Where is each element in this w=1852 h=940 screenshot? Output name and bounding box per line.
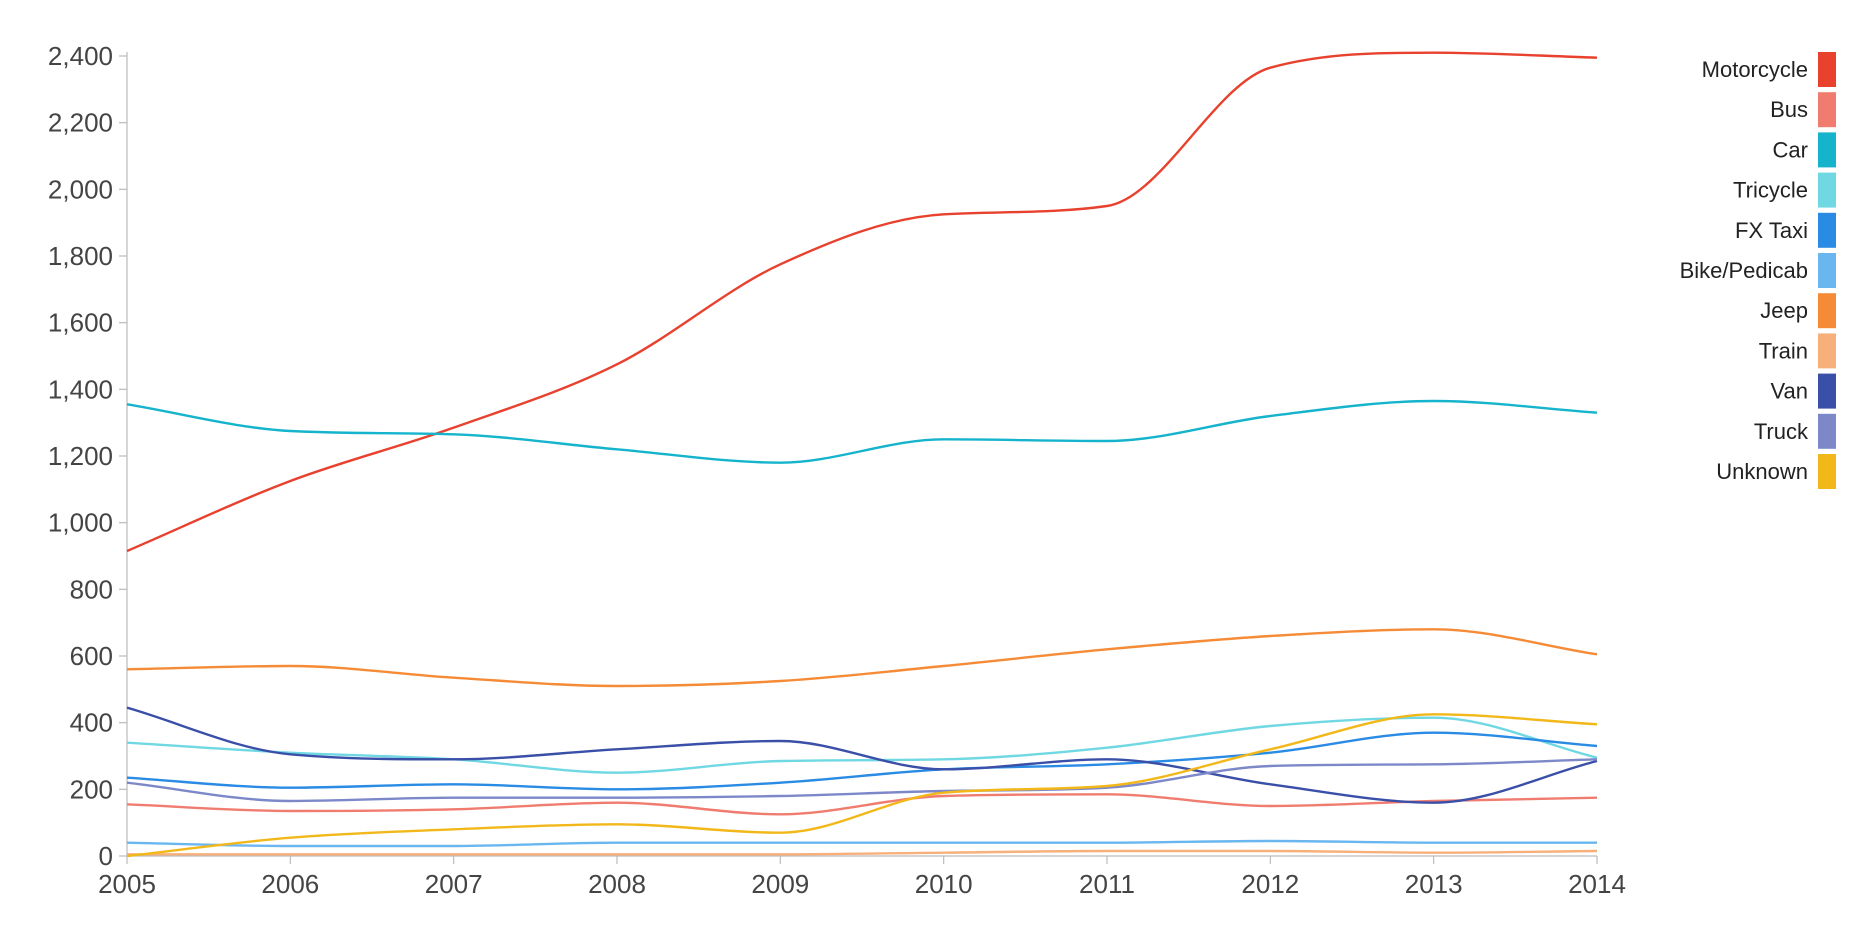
legend-swatch <box>1818 172 1836 208</box>
legend-label: Motorcycle <box>1702 57 1808 82</box>
legend-label: Truck <box>1754 419 1809 444</box>
legend-label: Van <box>1770 379 1808 404</box>
y-tick-label: 2,000 <box>48 174 113 204</box>
x-tick-label: 2009 <box>751 869 809 899</box>
y-tick-label: 400 <box>70 708 113 738</box>
legend: Motorcycle Bus Car Tricycle FX Taxi Bike/Pedi… <box>1680 52 1836 489</box>
x-tick-label: 2008 <box>588 869 646 899</box>
legend-swatch <box>1818 92 1836 128</box>
series-line-car <box>126 399 1598 464</box>
y-tick-label: 2,400 <box>48 41 113 71</box>
legend-item-bus: Bus <box>1770 92 1836 128</box>
legend-item-bike-pedicab: Bike/Pedicab <box>1680 253 1836 288</box>
x-tick-label: 2014 <box>1568 869 1626 899</box>
legend-swatch <box>1818 333 1836 369</box>
legend-item-car: Car <box>1773 132 1836 168</box>
legend-label: Car <box>1773 137 1808 162</box>
x-tick-label: 2005 <box>98 869 156 899</box>
x-tick-label: 2006 <box>261 869 319 899</box>
y-tick-label: 600 <box>70 641 113 671</box>
x-tick-label: 2010 <box>915 869 973 899</box>
legend-label: Train <box>1759 338 1808 363</box>
legend-label: Jeep <box>1760 298 1808 323</box>
legend-swatch <box>1818 253 1836 288</box>
legend-swatch <box>1818 454 1836 489</box>
y-tick-label: 1,800 <box>48 241 113 271</box>
x-tick-label: 2007 <box>425 869 483 899</box>
legend-label: Bus <box>1770 97 1808 122</box>
legend-item-fx-taxi: FX Taxi <box>1735 212 1836 248</box>
legend-item-train: Train <box>1759 333 1836 369</box>
series-line-van <box>126 706 1598 804</box>
legend-label: Unknown <box>1716 459 1808 484</box>
x-tick-label: 2012 <box>1241 869 1299 899</box>
y-axis: 0 200 400 600 800 1,000 1,200 1,400 1,600 1,800 2,… <box>48 41 128 871</box>
series-line-bike-pedicab <box>126 839 1597 848</box>
x-axis: 2005 2006 2007 2008 2009 2010 2011 2012 2013 2014 <box>98 855 1626 899</box>
legend-swatch <box>1818 293 1836 329</box>
legend-item-truck: Truck <box>1754 413 1836 449</box>
x-tick-label: 2011 <box>1079 869 1135 899</box>
legend-item-van: Van <box>1770 373 1836 409</box>
y-tick-label: 1,000 <box>48 508 113 538</box>
legend-swatch <box>1818 413 1836 449</box>
y-tick-label: 800 <box>70 574 113 604</box>
legend-item-unknown: Unknown <box>1716 454 1836 489</box>
legend-label: Bike/Pedicab <box>1680 258 1808 283</box>
legend-item-jeep: Jeep <box>1760 293 1836 329</box>
y-tick-label: 1,200 <box>48 441 113 471</box>
x-tick-label: 2013 <box>1405 869 1463 899</box>
legend-swatch <box>1818 373 1836 409</box>
series-line-motorcycle <box>126 51 1598 553</box>
y-tick-label: 200 <box>70 774 113 804</box>
series-line-jeep <box>126 628 1598 688</box>
series-line-tricycle <box>126 716 1598 774</box>
y-tick-label: 1,600 <box>48 308 113 338</box>
legend-swatch <box>1818 52 1836 87</box>
legend-swatch <box>1818 212 1836 248</box>
y-tick-label: 1,400 <box>48 374 113 404</box>
legend-swatch <box>1818 132 1836 168</box>
series-line-fx-taxi <box>126 731 1598 791</box>
legend-label: FX Taxi <box>1735 218 1808 243</box>
legend-item-tricycle: Tricycle <box>1733 172 1836 208</box>
legend-item-motorcycle: Motorcycle <box>1702 52 1836 87</box>
series-line-bus <box>126 793 1598 816</box>
y-tick-label: 0 <box>99 841 113 871</box>
series-lines <box>126 51 1598 858</box>
series-line-train <box>127 849 1598 856</box>
legend-label: Tricycle <box>1733 178 1808 203</box>
series-line-truck <box>126 758 1598 803</box>
series-line-unknown <box>126 713 1598 858</box>
y-tick-label: 2,200 <box>48 108 113 138</box>
